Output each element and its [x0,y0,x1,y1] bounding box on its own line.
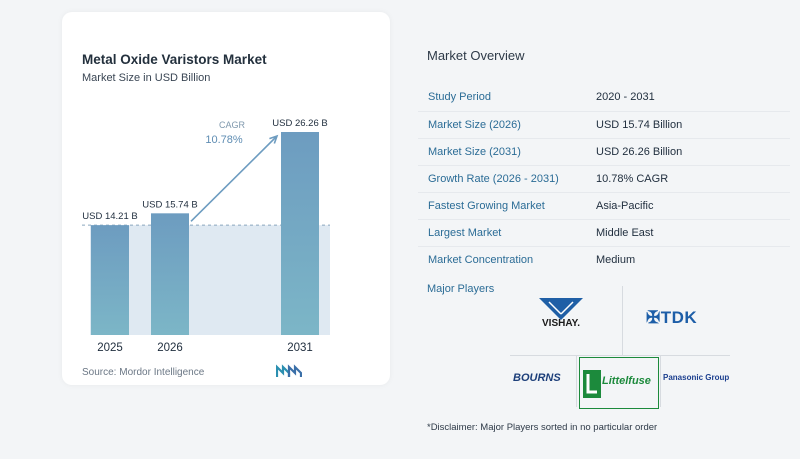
overview-label: Market Concentration [428,254,534,266]
grid-divider [576,355,577,407]
tdk-logo-text: TDK [660,308,698,327]
overview-row: Fastest Growing Market Asia-Pacific [418,192,790,219]
x-tick-label: 2025 [97,342,123,354]
tdk-mark-icon: ✠ [646,308,661,327]
grid-divider [660,355,661,407]
mordor-intelligence-logo-icon [276,364,302,377]
littelfuse-logo-text: Littelfuse [602,375,651,387]
overview-value: Asia-Pacific [596,200,654,212]
overview-value: Medium [596,254,636,266]
bar [91,225,129,335]
overview-row: Growth Rate (2026 - 2031) 10.78% CAGR [418,165,790,192]
market-overview-table: Study Period 2020 - 2031 Market Size (20… [418,84,790,273]
overview-row: Market Size (2026) USD 15.74 Billion [418,111,790,138]
cagr-value: 10.78% [205,134,243,146]
overview-label: Market Size (2031) [428,146,521,158]
bar [281,132,319,335]
overview-value: USD 26.26 Billion [596,146,683,158]
overview-row: Largest Market Middle East [418,219,790,246]
overview-row: Market Concentration Medium [418,246,790,273]
chart-title: Metal Oxide Varistors Market [82,52,267,67]
disclaimer: *Disclaimer: Major Players sorted in no … [427,422,658,433]
x-tick-label: 2026 [157,342,183,354]
overview-value: 10.78% CAGR [596,173,669,185]
bar [151,213,189,335]
cagr-label: CAGR [219,120,246,130]
overview-value: 2020 - 2031 [596,91,655,103]
chart-subtitle: Market Size in USD Billion [82,72,211,84]
major-players-grid: VISHAY. ✠TDK BOURNS Littelfuse Panasonic… [510,286,730,409]
overview-label: Fastest Growing Market [428,200,545,212]
chart-source: Source: Mordor Intelligence [82,367,205,378]
x-tick-label: 2031 [287,342,313,354]
vishay-triangle-icon [539,298,583,320]
overview-label: Growth Rate (2026 - 2031) [428,173,559,185]
grid-divider [622,286,623,356]
overview-label: Study Period [428,91,491,103]
market-overview-panel: Market Overview Study Period 2020 - 2031… [415,0,800,459]
bar-data-label: USD 15.74 B [142,199,197,210]
bar-data-label: USD 14.21 B [82,211,137,222]
overview-label: Largest Market [428,227,502,239]
overview-value: Middle East [596,227,654,239]
cagr-arrow-head [269,134,279,144]
littelfuse-mark-icon [583,370,601,398]
vishay-logo-text: VISHAY. [542,318,580,329]
bourns-logo: BOURNS [513,372,561,384]
bar-chart: USD 14.21 B 2025 USD 15.74 B 2026 USD 26.26 … [82,118,330,354]
littelfuse-logo: Littelfuse [579,357,659,409]
chart-card: Metal Oxide Varistors Market Market Size… [62,12,390,385]
tdk-logo: ✠TDK [646,308,697,328]
major-players-heading: Major Players [427,283,495,295]
grid-divider [510,355,730,356]
cagr-arrow [190,135,278,222]
vishay-logo: VISHAY. [537,296,585,344]
overview-label: Market Size (2026) [428,119,521,131]
bar-data-label: USD 26.26 B [272,118,327,129]
panasonic-logo: Panasonic Group [663,373,730,382]
overview-value: USD 15.74 Billion [596,119,683,131]
overview-row: Market Size (2031) USD 26.26 Billion [418,138,790,165]
overview-row: Study Period 2020 - 2031 [418,84,790,111]
market-overview-heading: Market Overview [427,48,525,63]
